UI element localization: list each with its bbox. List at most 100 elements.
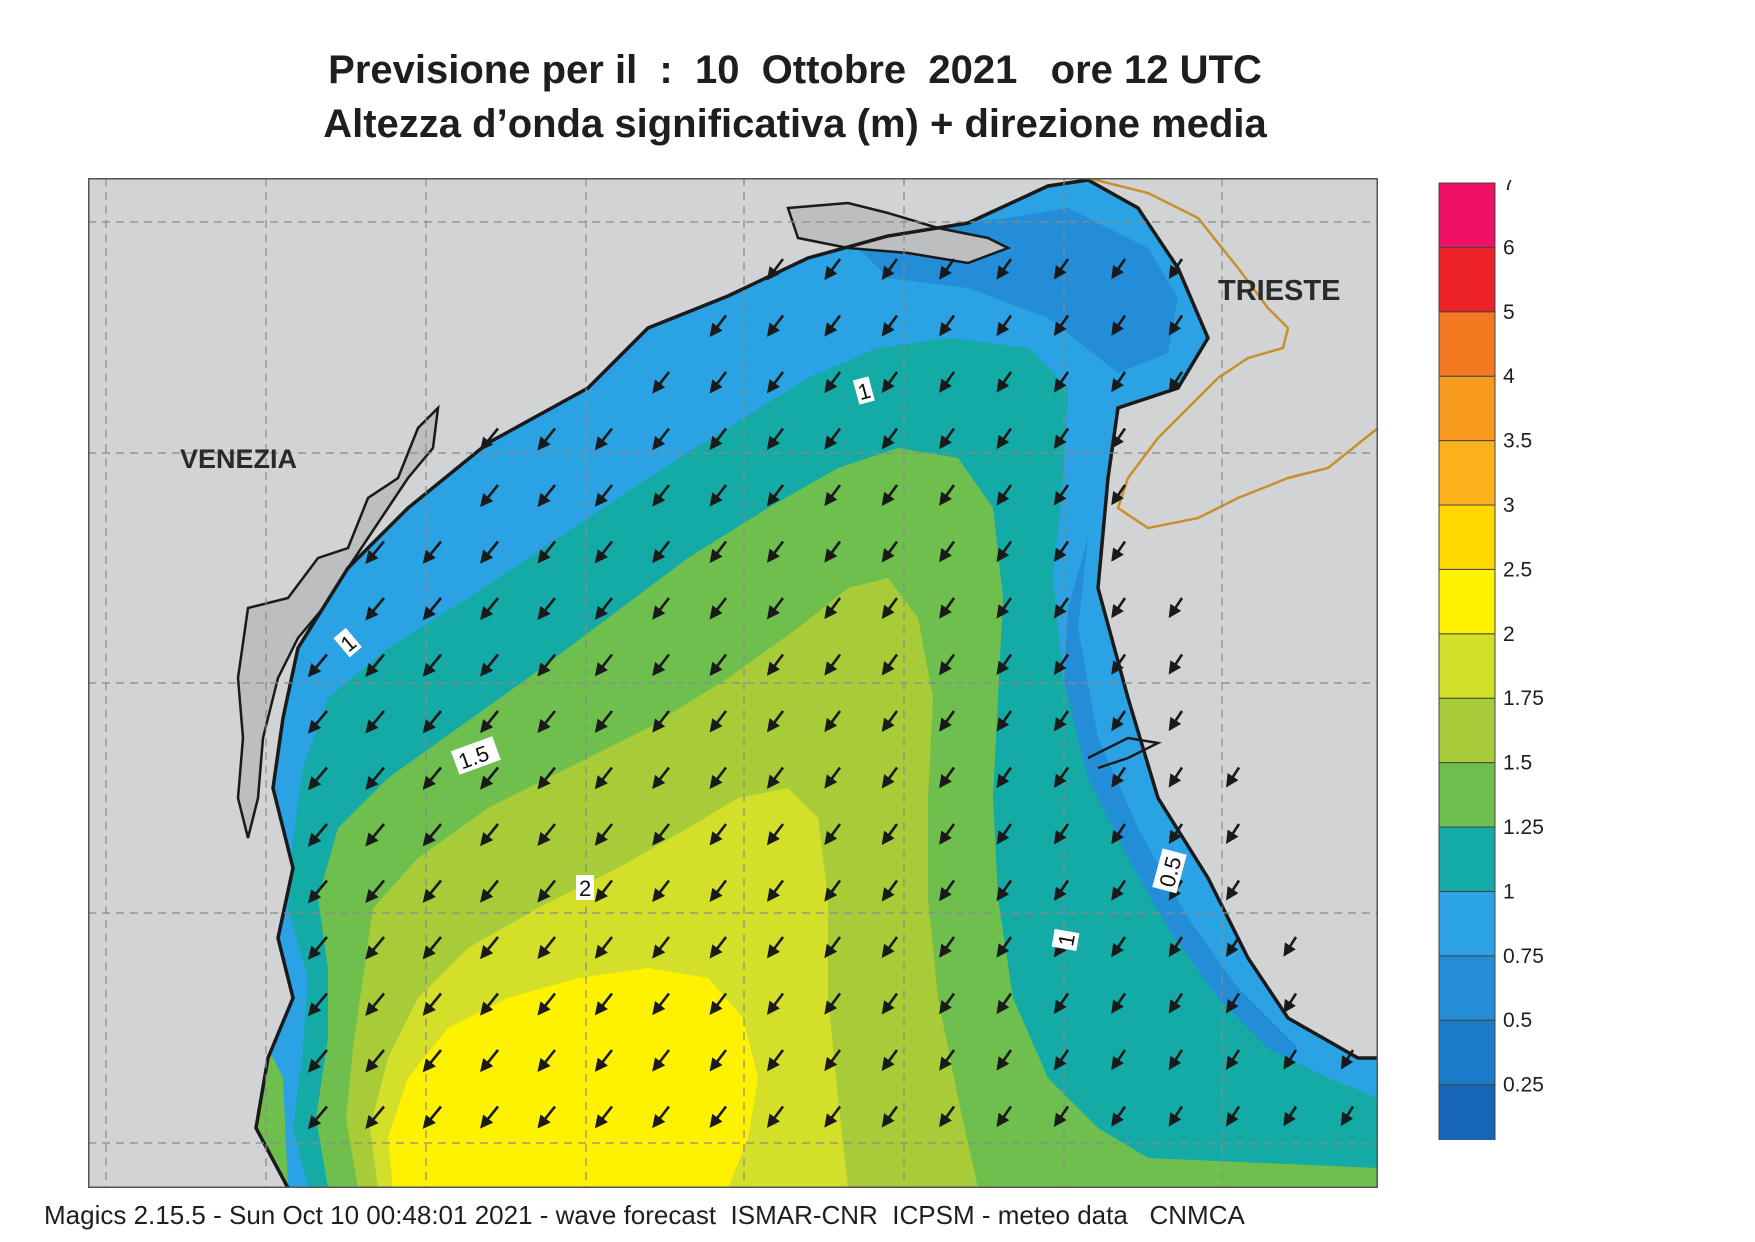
wave-direction-arrow [1053, 427, 1070, 449]
wave-direction-arrow [766, 427, 785, 450]
wave-direction-arrow [881, 258, 899, 280]
wave-direction-arrow [365, 1105, 386, 1130]
wave-direction-arrow [766, 823, 785, 846]
wave-direction-arrow [1053, 597, 1070, 619]
wave-direction-arrow [766, 258, 785, 281]
wave-direction-arrow [709, 653, 728, 676]
wave-direction-arrow [824, 314, 842, 337]
wave-direction-arrow [1111, 1105, 1127, 1127]
wave-direction-arrow [1226, 879, 1241, 901]
wave-direction-arrow [939, 371, 956, 393]
wave-direction-arrow [422, 766, 443, 790]
wave-direction-arrow [881, 427, 899, 450]
coastline-detail [1087, 736, 1162, 770]
wave-direction-arrow [1226, 766, 1241, 788]
legend-color-box [1438, 182, 1496, 248]
svg-text:1: 1 [1053, 932, 1080, 948]
wave-direction-arrow [709, 823, 728, 846]
wave-direction-arrow [824, 258, 842, 281]
wave-direction-arrow [307, 710, 328, 734]
wave-height-map: VENEZIA TRIESTE 1 1 1.5 2 0.5 1 [88, 178, 1378, 1188]
wave-direction-arrow [537, 597, 557, 621]
wave-direction-arrow [307, 936, 328, 960]
wave-direction-arrow [709, 936, 728, 959]
wave-direction-arrow [824, 766, 842, 789]
wave-direction-arrow [307, 1105, 328, 1130]
wave-direction-arrow [1111, 992, 1127, 1014]
wave-direction-arrow [939, 1049, 956, 1071]
legend-color-box [1438, 826, 1496, 892]
legend-tick-label: 0 [1503, 1138, 1515, 1140]
coastline [254, 178, 1378, 1188]
wave-direction-arrow [1053, 879, 1070, 901]
wave-direction-arrow [881, 1049, 899, 1071]
wave-direction-arrow [1168, 710, 1184, 732]
wave-direction-arrow [422, 879, 443, 903]
wave-direction-arrow [652, 992, 671, 1016]
wave-direction-arrow [824, 427, 842, 450]
wave-direction-arrow [1283, 992, 1298, 1014]
wave-direction-arrow [594, 766, 614, 790]
wave-direction-arrow [1340, 1049, 1355, 1070]
wave-direction-arrow [652, 484, 671, 507]
wave-direction-arrow [480, 823, 500, 847]
wave-direction-arrow [709, 992, 728, 1015]
wave-direction-arrow [537, 540, 557, 564]
wave-direction-arrow [996, 484, 1013, 506]
wave-direction-arrow [996, 879, 1013, 902]
wave-direction-arrow [996, 1105, 1013, 1128]
wave-direction-arrow [537, 484, 557, 508]
legend-color-box [1438, 246, 1496, 313]
legend-color-box [1438, 890, 1496, 957]
map-frame [88, 178, 1378, 1188]
wave-direction-arrow [537, 823, 557, 847]
wave-direction-arrow [1168, 1105, 1184, 1127]
wave-direction-arrow [996, 710, 1013, 732]
wave-direction-arrow [709, 1049, 728, 1072]
wave-direction-arrow [939, 710, 956, 732]
wave-direction-arrow [709, 710, 728, 733]
wave-direction-arrow [824, 710, 842, 733]
wave-direction-arrow [939, 540, 956, 563]
wave-direction-arrow [422, 992, 443, 1016]
wave-direction-arrow [594, 823, 614, 846]
wave-direction-arrow [365, 766, 386, 791]
wave-direction-arrow [1283, 1105, 1298, 1127]
legend-tick-label: 6 [1503, 236, 1515, 259]
wave-direction-arrow [939, 427, 956, 450]
wave-direction-arrow [996, 258, 1013, 280]
wave-direction-arrow [766, 484, 785, 507]
wave-direction-arrow [422, 710, 443, 734]
wave-direction-arrow [307, 766, 328, 791]
wave-direction-arrow [1053, 314, 1070, 336]
wave-direction-arrow [537, 1049, 557, 1073]
wave-direction-arrow [652, 1105, 671, 1129]
legend-tick-label: 5 [1503, 301, 1515, 324]
istria-land [1088, 180, 1378, 1058]
wave-direction-arrow [881, 936, 899, 958]
wave-direction-arrow [537, 427, 557, 451]
legend-color-box [1438, 762, 1496, 828]
wave-direction-arrow [824, 992, 842, 1015]
wave-direction-arrow [939, 258, 956, 280]
wave-direction-arrow [1053, 823, 1070, 845]
legend-tick-label: 1.5 [1503, 752, 1532, 775]
wave-direction-arrow [365, 879, 386, 904]
wave-direction-arrow [594, 936, 614, 959]
wave-direction-arrow [480, 484, 500, 508]
wave-direction-arrow [996, 314, 1013, 337]
wave-direction-arrow [1053, 484, 1070, 506]
wave-direction-arrow [365, 710, 386, 734]
wave-direction-arrow [537, 710, 557, 734]
wave-direction-arrow [480, 1049, 500, 1073]
wave-direction-arrow [480, 597, 500, 621]
legend-tick-label: 2.5 [1503, 558, 1532, 581]
wave-direction-arrow [1226, 1049, 1241, 1070]
wave-direction-arrow [996, 823, 1013, 845]
wave-direction-arrow [1111, 540, 1127, 562]
graticule [88, 178, 1378, 1188]
forecast-subtitle: Altezza d’onda significativa (m) + direz… [323, 102, 1267, 146]
wave-direction-arrow [422, 936, 443, 960]
wave-direction-arrow [422, 1105, 443, 1129]
wave-direction-arrow [1053, 653, 1070, 675]
